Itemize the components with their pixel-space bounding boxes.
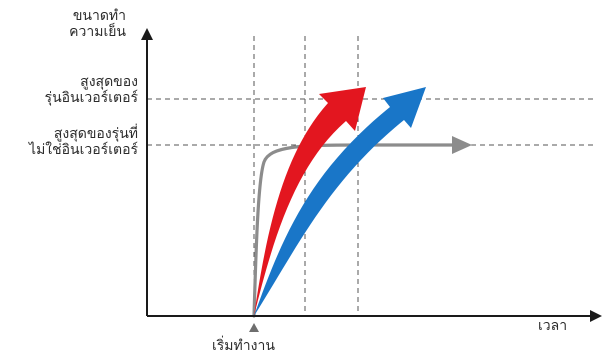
y-axis-label-line2: ความเย็น	[69, 24, 126, 40]
inverter-max-label-line1: สูงสุดของ	[80, 74, 138, 90]
y-axis-label: ขนาดทำ ความเย็น	[40, 8, 126, 40]
blue-arrow	[254, 87, 426, 316]
non-inverter-arrowhead	[452, 136, 472, 154]
x-axis-label: เวลา	[538, 318, 568, 334]
start-label: เริ่มทำงาน	[212, 338, 275, 354]
non-inverter-max-label-line2: ไม่ใช่อินเวอร์เตอร์	[29, 142, 138, 158]
non-inverter-curve	[252, 143, 457, 318]
start-marker-icon	[249, 323, 259, 332]
y-axis-label-line1: ขนาดทำ	[72, 8, 126, 24]
non-inverter-max-label-line1: สูงสุดของรุ่นที่	[53, 126, 138, 142]
y-axis-arrowhead	[141, 28, 153, 40]
non-inverter-max-label: สูงสุดของรุ่นที่ ไม่ใช่อินเวอร์เตอร์	[0, 126, 138, 158]
inverter-max-label: สูงสุดของ รุ่นอินเวอร์เตอร์	[0, 74, 138, 106]
red-arrow	[254, 87, 366, 316]
inverter-max-label-line2: รุ่นอินเวอร์เตอร์	[44, 90, 138, 106]
x-axis-arrowhead	[590, 310, 602, 322]
